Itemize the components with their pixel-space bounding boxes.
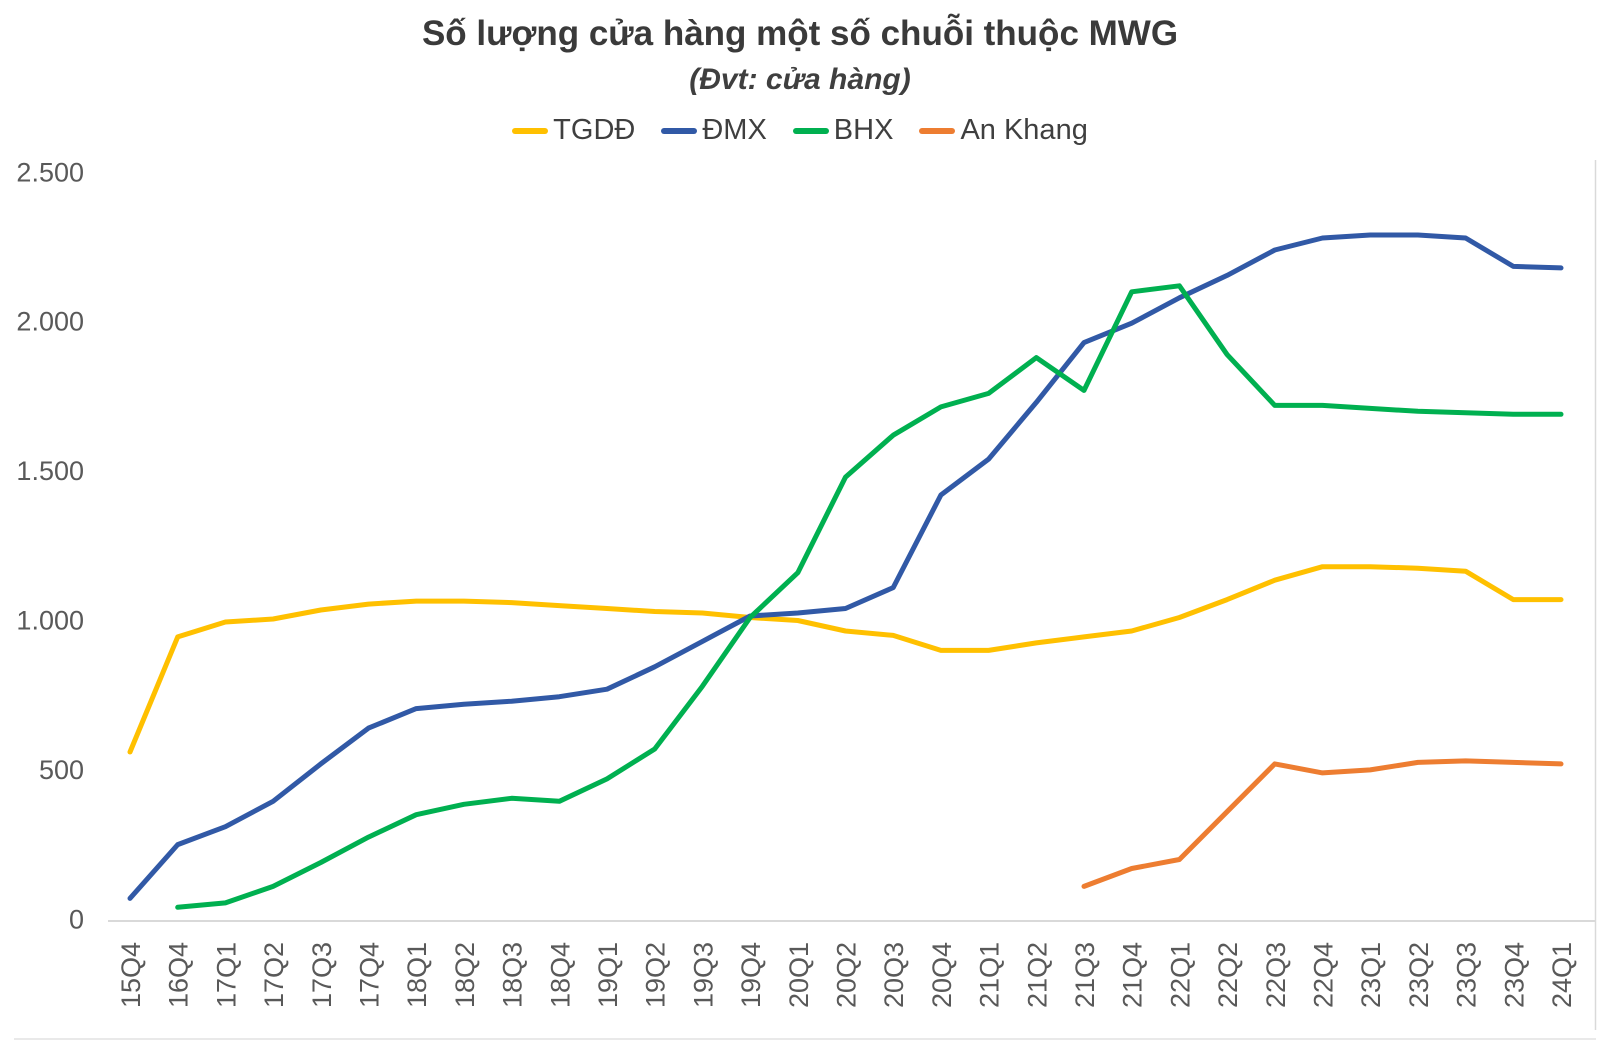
x-axis-tick-label: 18Q2 <box>450 942 480 1008</box>
x-axis-tick-label: 22Q3 <box>1261 942 1291 1008</box>
x-axis-tick-label: 22Q2 <box>1213 942 1243 1008</box>
legend-item-tgdđ: TGDĐ <box>512 114 635 147</box>
x-axis-tick-label: 20Q3 <box>879 942 909 1008</box>
x-axis-tick-label: 19Q1 <box>593 942 623 1008</box>
x-axis-tick-label: 21Q2 <box>1022 942 1052 1008</box>
x-axis-tick-label: 17Q1 <box>211 942 241 1008</box>
legend-swatch <box>512 127 549 134</box>
x-axis-tick-label: 20Q1 <box>784 942 814 1008</box>
chart-title: Số lượng cửa hàng một số chuỗi thuộc MWG <box>421 14 1179 53</box>
y-axis-tick-label: 1.000 <box>16 606 84 636</box>
x-axis-tick-label: 20Q4 <box>927 942 957 1008</box>
x-axis-tick-label: 15Q4 <box>116 942 146 1008</box>
x-axis-tick-label: 18Q1 <box>402 942 432 1008</box>
x-axis-tick-label: 18Q3 <box>498 942 528 1008</box>
x-axis-tick-label: 17Q3 <box>307 942 337 1008</box>
x-axis-tick-label: 22Q4 <box>1309 942 1339 1008</box>
y-axis-tick-label: 1.500 <box>16 456 84 486</box>
x-axis-tick-label: 21Q4 <box>1118 942 1148 1008</box>
x-axis-tick-label: 24Q1 <box>1547 942 1577 1008</box>
chart-legend: TGDĐ ĐMX BHX An Khang <box>0 114 1600 147</box>
x-axis-tick-label: 22Q1 <box>1165 942 1195 1008</box>
y-axis-tick-label: 2.500 <box>16 157 84 187</box>
x-axis-tick-label: 19Q2 <box>641 942 671 1008</box>
series-line-đmx <box>127 232 1564 901</box>
x-axis-tick-label: 23Q3 <box>1452 942 1482 1008</box>
series-line-bhx <box>175 283 1564 910</box>
x-axis-tick-label: 16Q4 <box>164 942 194 1008</box>
x-axis-tick-label: 17Q2 <box>259 942 289 1008</box>
legend-label: ĐMX <box>702 114 767 146</box>
legend-label: An Khang <box>960 114 1088 146</box>
x-axis-tick-label: 21Q3 <box>1070 942 1100 1008</box>
x-axis-tick-label: 23Q4 <box>1499 942 1529 1008</box>
y-axis-tick-label: 500 <box>39 755 84 785</box>
x-axis-tick-label: 17Q4 <box>355 942 385 1008</box>
legend-swatch <box>919 127 956 134</box>
x-axis-tick-label: 23Q1 <box>1356 942 1386 1008</box>
legend-label: BHX <box>833 114 894 146</box>
series-line-tgdđ <box>127 564 1564 755</box>
x-axis-tick-label: 19Q4 <box>736 942 766 1008</box>
y-axis-tick-label: 2.000 <box>16 307 84 337</box>
legend-swatch <box>661 127 698 134</box>
y-axis-tick-label: 0 <box>69 904 84 934</box>
x-axis-tick-label: 19Q3 <box>688 942 718 1008</box>
chart-subtitle: (Đvt: cửa hàng) <box>689 63 911 96</box>
x-axis-tick-label: 20Q2 <box>832 942 862 1008</box>
series-line-an-khang <box>1081 758 1564 889</box>
legend-item-bhx: BHX <box>792 114 894 147</box>
legend-item-đmx: ĐMX <box>661 114 767 147</box>
x-axis-tick-label: 21Q1 <box>975 942 1005 1008</box>
legend-item-an-khang: An Khang <box>919 114 1088 147</box>
x-axis-tick-label: 23Q2 <box>1404 942 1434 1008</box>
legend-label: TGDĐ <box>553 114 636 146</box>
legend-swatch <box>792 127 829 134</box>
x-axis-tick-label: 18Q4 <box>545 942 575 1008</box>
